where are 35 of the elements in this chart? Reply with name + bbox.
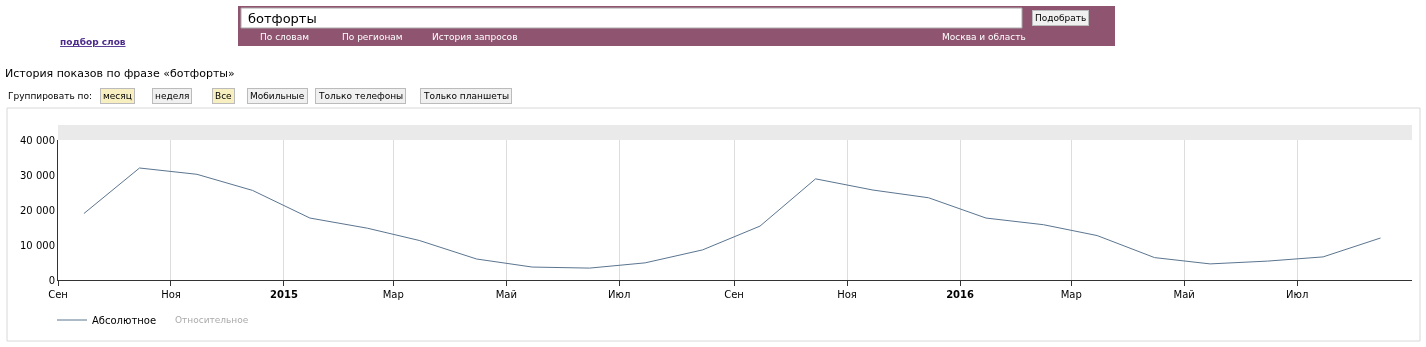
y-tick-label: 10 000 bbox=[20, 239, 55, 251]
text: подбор слов bbox=[60, 37, 126, 47]
x-tick-label: Ноя bbox=[837, 289, 857, 300]
x-tick-label: 2015 bbox=[270, 289, 298, 300]
x-tick-label: Ноя bbox=[161, 289, 181, 300]
x-tick-label: Мар bbox=[382, 289, 404, 300]
y-tick-label: 40 000 bbox=[20, 134, 55, 146]
x-tick-label: Май bbox=[1173, 289, 1195, 300]
text: По регионам bbox=[342, 32, 403, 42]
text: Группировать по: bbox=[8, 91, 93, 101]
text: месяц bbox=[103, 91, 132, 101]
text: История запросов bbox=[432, 32, 518, 42]
text: По словам bbox=[260, 32, 309, 42]
text: Мобильные bbox=[250, 91, 305, 101]
x-tick-label: 2016 bbox=[946, 289, 974, 300]
text: неделя bbox=[155, 91, 190, 101]
text: Только телефоны bbox=[318, 91, 404, 101]
x-tick-label: Мар bbox=[1060, 289, 1082, 300]
text: Подобрать bbox=[1035, 13, 1087, 23]
text: Только планшеты bbox=[423, 91, 510, 101]
text: ботфорты bbox=[248, 11, 317, 26]
legend-label: Абсолютное bbox=[92, 314, 157, 326]
y-tick-label: 30 000 bbox=[20, 169, 55, 181]
x-tick-label: Сен bbox=[48, 289, 68, 300]
y-tick-label: 20 000 bbox=[20, 204, 55, 216]
text: Москва и область bbox=[942, 32, 1026, 42]
y-tick-label: 0 bbox=[48, 274, 55, 286]
x-tick-label: Сен bbox=[724, 289, 744, 300]
x-tick-label: Июл bbox=[608, 289, 631, 300]
x-tick-label: Май bbox=[495, 289, 517, 300]
chart-title: История показов по фразе «ботфорты» bbox=[5, 66, 235, 80]
x-tick-label: Июл bbox=[1286, 289, 1309, 300]
text: Относительное bbox=[175, 315, 249, 325]
text: Все bbox=[215, 91, 233, 101]
line-series bbox=[83, 167, 1382, 269]
